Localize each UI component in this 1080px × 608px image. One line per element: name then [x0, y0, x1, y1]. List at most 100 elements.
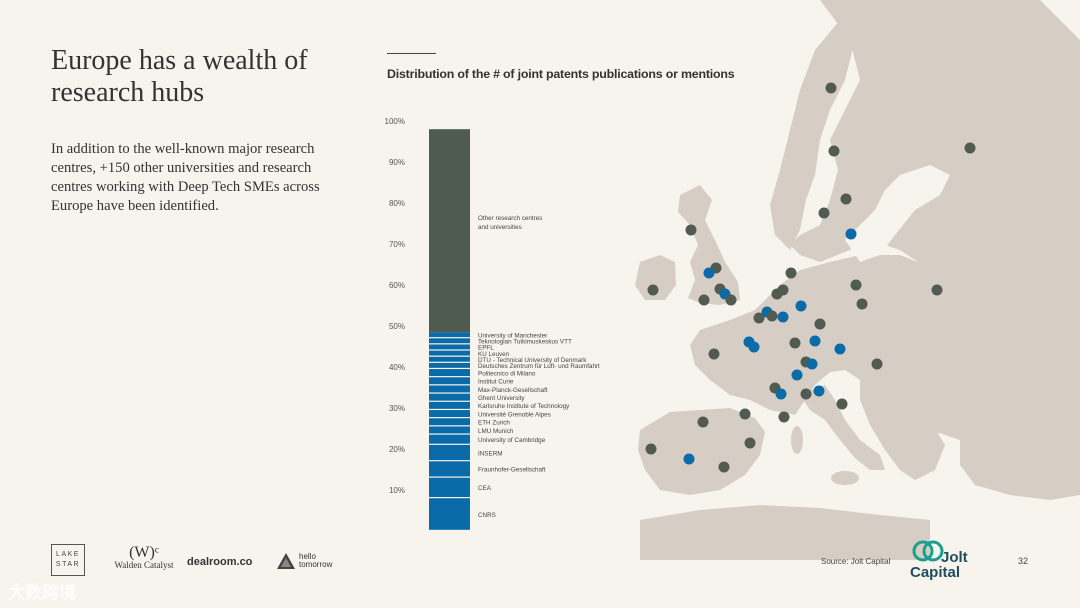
segment-label: ETH Zurich [478, 420, 510, 427]
bar-segment [429, 418, 470, 426]
hub-dot [795, 300, 807, 312]
bar-segment [429, 461, 470, 477]
slide-body: In addition to the well-known major rese… [51, 141, 320, 214]
watermark: 大数跨境 [8, 583, 76, 602]
hub-dot [856, 298, 868, 310]
chart-title: Distribution of the # of joint patents p… [387, 67, 735, 81]
segment-label: Deutsches Zentrum für Luft- und Raumfahr… [478, 363, 600, 370]
research-hub-dots [645, 82, 976, 473]
walden-catalyst-logo: (W)ᶜ Walden Catalyst [114, 544, 174, 570]
hub-dot [791, 369, 803, 381]
y-tick-label: 60% [389, 281, 405, 290]
hub-dot [647, 284, 659, 296]
hub-dot [708, 348, 720, 360]
y-tick-label: 80% [389, 199, 405, 208]
hub-dot [718, 461, 730, 473]
bar-segment [429, 369, 470, 377]
hub-dot [931, 284, 943, 296]
segment-label: University of Manchester [478, 332, 547, 339]
bar-segment [429, 401, 470, 409]
hub-dot [964, 142, 976, 154]
hub-dot [828, 145, 840, 157]
y-tick-label: 20% [389, 445, 405, 454]
hub-dot [685, 224, 697, 236]
hub-dot [698, 294, 710, 306]
dealroom-logo: dealroom.co [187, 556, 253, 568]
y-tick-label: 40% [389, 363, 405, 372]
segment-label: Karlsruhe Institute of Technology [478, 403, 570, 410]
segment-labels: CNRS CEA Fraunhofer-Gesellschaft INSERM Univ… [478, 215, 600, 519]
bar-segment [429, 129, 470, 333]
hub-dot [775, 388, 787, 400]
hub-dot [766, 310, 778, 322]
baltic-sea [845, 165, 950, 262]
partner-logos: LAKE STAR (W)ᶜ Walden Catalyst dealroom.… [51, 544, 371, 578]
hub-dot [813, 385, 825, 397]
bar-segment [429, 477, 470, 497]
segment-label: Teknologian Tutkimuskeskus VTT [478, 339, 572, 346]
segment-label: Institut Curie [478, 379, 514, 386]
bar-segment [429, 498, 470, 530]
y-tick-label: 30% [389, 404, 405, 413]
hub-dot [777, 284, 789, 296]
hub-dot [834, 343, 846, 355]
hub-dot [825, 82, 837, 94]
hub-dot [683, 453, 695, 465]
hub-dot [850, 279, 862, 291]
bar-segment [429, 338, 470, 344]
segment-label: University of Cambridge [478, 437, 546, 444]
segment-label: LMU Munich [478, 428, 514, 435]
bar-segment [429, 350, 470, 356]
segment-label: Université Grenoble Alpes [478, 411, 551, 418]
segment-label: CNRS [478, 512, 496, 519]
hub-dot [748, 341, 760, 353]
segment-label: CEA [478, 485, 492, 492]
hub-dot [845, 228, 857, 240]
segment-label: EPFL [478, 345, 494, 352]
y-tick-label: 100% [385, 117, 405, 126]
y-tick-label: 70% [389, 240, 405, 249]
bar-segment [429, 362, 470, 368]
hub-dot [806, 358, 818, 370]
hub-dot [836, 398, 848, 410]
segment-label: DTU - Technical University of Denmark [478, 357, 587, 364]
hub-dot [814, 318, 826, 330]
hub-dot [840, 193, 852, 205]
hub-dot [809, 335, 821, 347]
chart-title-rule [387, 53, 436, 54]
hub-dot [739, 408, 751, 420]
page-number: 32 [1018, 556, 1029, 566]
bar-segment [429, 444, 470, 461]
segment-label: Fraunhofer-Gesellschaft [478, 467, 546, 474]
segment-label: INSERM [478, 450, 503, 457]
y-tick-label: 50% [389, 322, 405, 331]
bar-segment [429, 410, 470, 418]
segment-label: Politecnico di Milano [478, 370, 536, 377]
segment-label: Other research centres [478, 215, 542, 222]
jolt-rings-icon [912, 540, 944, 562]
hub-dot [744, 437, 756, 449]
bar-segment [429, 332, 470, 338]
y-tick-label: 90% [389, 158, 405, 167]
hub-dot [777, 311, 789, 323]
slide-title: Europe has a wealth of research hubs [51, 45, 308, 108]
hub-dot [871, 358, 883, 370]
segment-label: KU Leuven [478, 351, 510, 358]
y-axis-ticks: 10% 20% 30% 40% 50% 60% 70% 80% 90% 100% [385, 117, 405, 495]
bar-segment [429, 426, 470, 434]
bar-segment [429, 344, 470, 350]
hub-dot [645, 443, 657, 455]
hub-dot [703, 267, 715, 279]
bar-segment [429, 377, 470, 385]
hub-dot [697, 416, 709, 428]
hello-tomorrow-icon [277, 553, 295, 569]
bar-segment [429, 356, 470, 362]
segment-label: and universities [478, 224, 522, 231]
hub-dot [818, 207, 830, 219]
segment-label: Ghent University [478, 395, 525, 402]
bar-segment [429, 393, 470, 401]
bar-segments [429, 129, 470, 530]
lakestar-logo: LAKE STAR [51, 544, 85, 576]
